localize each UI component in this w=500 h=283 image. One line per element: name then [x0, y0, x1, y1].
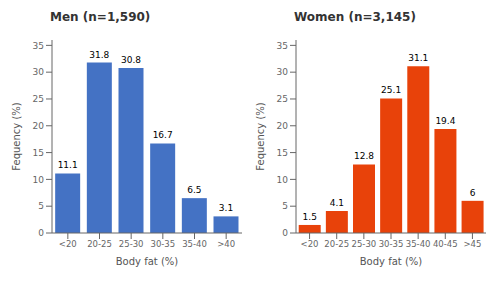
svg-text:>45: >45: [463, 239, 481, 249]
svg-text:35: 35: [33, 41, 44, 51]
svg-text:5: 5: [38, 201, 44, 211]
svg-text:Fequency (%): Fequency (%): [255, 102, 266, 171]
svg-text:20: 20: [277, 121, 289, 131]
svg-text:19.4: 19.4: [435, 116, 455, 126]
svg-text:31.1: 31.1: [408, 53, 428, 63]
svg-text:6: 6: [470, 188, 476, 198]
svg-text:25: 25: [277, 94, 288, 104]
svg-text:30-35: 30-35: [150, 239, 175, 249]
svg-text:31.8: 31.8: [89, 50, 109, 60]
svg-text:30.8: 30.8: [121, 55, 141, 65]
svg-text:<20: <20: [301, 239, 319, 249]
svg-text:6.5: 6.5: [187, 185, 201, 195]
svg-text:35-40: 35-40: [406, 239, 431, 249]
svg-text:10: 10: [33, 175, 45, 185]
svg-text:12.8: 12.8: [354, 151, 374, 161]
svg-text:20: 20: [33, 121, 45, 131]
svg-text:15: 15: [33, 148, 44, 158]
svg-text:30-35: 30-35: [379, 239, 404, 249]
svg-text:>40: >40: [217, 239, 235, 249]
svg-text:1.5: 1.5: [303, 212, 317, 222]
svg-text:20-25: 20-25: [87, 239, 112, 249]
svg-text:25.1: 25.1: [381, 85, 401, 95]
svg-text:16.7: 16.7: [153, 130, 173, 140]
svg-text:5: 5: [282, 201, 288, 211]
html-text:Men (n=1,590): Men (n=1,590): [50, 10, 151, 24]
svg-text:0: 0: [38, 228, 44, 238]
svg-text:11.1: 11.1: [58, 160, 78, 170]
svg-text:Fequency (%): Fequency (%): [11, 102, 22, 171]
svg-text:10: 10: [277, 175, 289, 185]
svg-text:25-30: 25-30: [119, 239, 144, 249]
html-text:Women (n=3,145): Women (n=3,145): [294, 10, 416, 24]
svg-text:Body fat (%): Body fat (%): [360, 256, 423, 267]
svg-text:0: 0: [282, 228, 288, 238]
svg-text:35-40: 35-40: [182, 239, 207, 249]
svg-text:40-45: 40-45: [433, 239, 458, 249]
svg-text:25: 25: [33, 94, 44, 104]
svg-text:35: 35: [277, 41, 288, 51]
svg-text:30: 30: [277, 67, 289, 77]
svg-text:15: 15: [277, 148, 288, 158]
svg-text:25-30: 25-30: [352, 239, 377, 249]
svg-text:3.1: 3.1: [219, 203, 233, 213]
svg-text:Body fat (%): Body fat (%): [116, 256, 179, 267]
svg-text:30: 30: [33, 67, 45, 77]
svg-text:4.1: 4.1: [330, 198, 344, 208]
svg-text:<20: <20: [59, 239, 77, 249]
svg-text:20-25: 20-25: [324, 239, 349, 249]
